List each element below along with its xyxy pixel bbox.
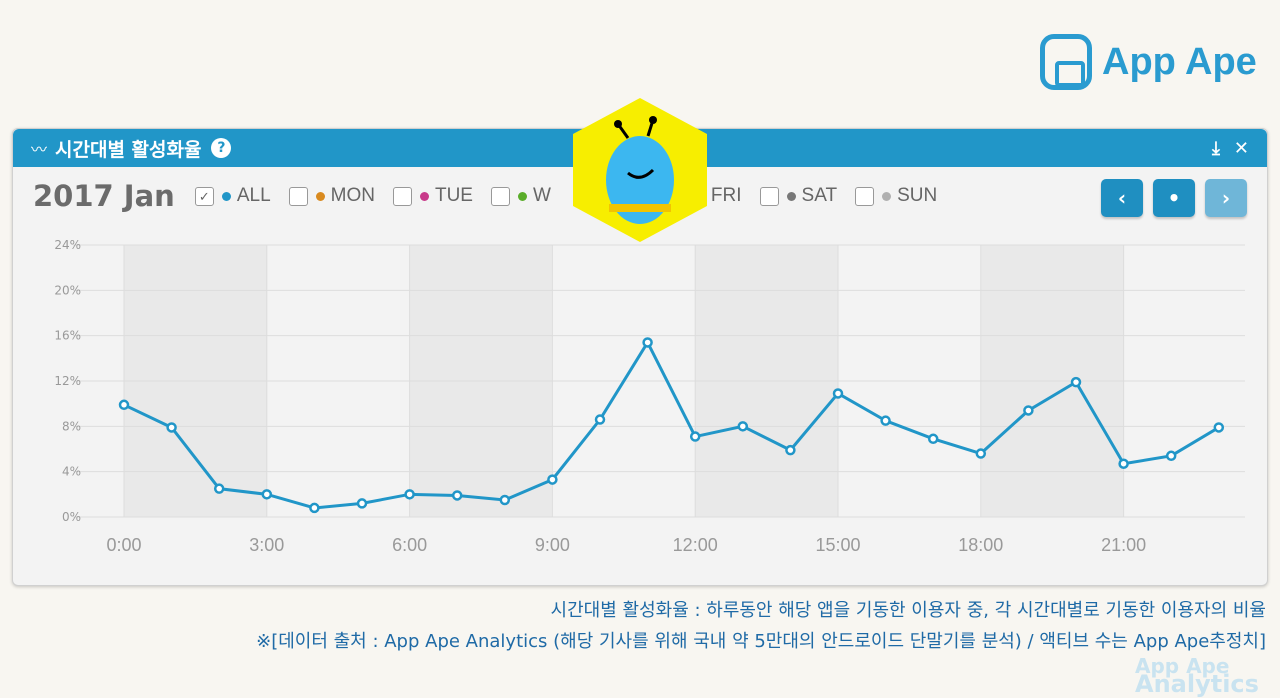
y-tick-label: 4% [62, 465, 81, 479]
caption-definition: 시간대별 활성화율 : 하루동안 해당 앱을 기동한 이용자 중, 각 시간대별… [550, 600, 1266, 621]
x-tick-label: 21:00 [1101, 535, 1146, 555]
x-tick-label: 3:00 [249, 535, 284, 555]
legend-checkbox[interactable]: ✓ [194, 186, 214, 206]
data-point [309, 502, 320, 514]
data-point [1118, 458, 1129, 469]
legend-item-sun[interactable]: SUN [855, 185, 937, 207]
legend-label: MON [330, 185, 375, 206]
legend-label: TUE [434, 185, 473, 206]
data-point [1213, 422, 1225, 433]
y-tick-label: 0% [62, 510, 81, 524]
data-point [213, 483, 225, 494]
close-icon[interactable]: ✕ [1233, 137, 1249, 159]
legend-item-sat[interactable]: SAT [759, 185, 838, 207]
x-tick-label: 18:00 [958, 535, 1003, 555]
legend-label: FRI [710, 185, 742, 206]
legend-label: SUN [897, 185, 938, 206]
x-tick-label: 9:00 [535, 535, 570, 555]
data-point [975, 448, 987, 459]
data-point [356, 498, 368, 509]
bee-mascot-icon [573, 98, 707, 242]
y-tick-label: 20% [54, 283, 81, 297]
data-point [785, 444, 796, 456]
legend-checkbox[interactable] [759, 186, 779, 206]
x-tick-label: 0:00 [106, 535, 141, 555]
legend-dot-icon [315, 191, 325, 201]
prev-button[interactable]: ‹ [1101, 179, 1143, 217]
legend-item-w[interactable]: W [490, 185, 551, 207]
legend-label: W [532, 185, 551, 206]
data-point [832, 388, 844, 399]
legend-dot-icon [419, 191, 429, 201]
x-tick-label: 6:00 [392, 535, 427, 555]
data-point [1023, 405, 1034, 416]
legend-checkbox[interactable] [855, 186, 875, 206]
data-point [880, 415, 891, 426]
data-point [594, 414, 606, 425]
data-point [927, 433, 939, 445]
legend-item-tue[interactable]: TUE [392, 185, 473, 207]
data-point [689, 431, 701, 442]
data-point [261, 489, 273, 500]
legend-label: SAT [801, 185, 838, 206]
legend-dot-icon [517, 191, 527, 201]
legend-dot-icon [221, 191, 231, 201]
legend-dot-icon [882, 191, 892, 201]
ape-logo-icon [1040, 34, 1092, 90]
brand-name: App Ape [1102, 40, 1257, 83]
legend-dot-icon [786, 191, 796, 201]
month-label: 2017 Jan [33, 179, 175, 213]
x-tick-label: 12:00 [673, 535, 718, 555]
data-point [451, 490, 463, 501]
y-tick-label: 12% [54, 374, 81, 388]
data-point [118, 399, 130, 411]
legend-checkbox[interactable] [392, 186, 412, 206]
data-point [404, 489, 415, 500]
line-chart-icon: 〰 [31, 140, 48, 159]
app-ape-logo: App Ape [1040, 34, 1257, 90]
y-tick-label: 8% [62, 419, 81, 433]
y-tick-label: 16% [54, 329, 81, 343]
series-line [123, 339, 1220, 510]
legend-item-mon[interactable]: MON [288, 185, 375, 207]
panel-title: 시간대별 활성화율 [55, 138, 202, 161]
legend-item-all[interactable]: ✓ ALL [194, 185, 271, 207]
legend-checkbox[interactable] [288, 186, 308, 206]
data-point [547, 474, 558, 485]
caption-source: ※[데이터 출처 : App Ape Analytics (해당 기사를 위해 … [256, 631, 1266, 652]
data-point [737, 421, 749, 432]
x-tick-label: 15:00 [815, 535, 860, 555]
help-icon[interactable]: ? [211, 138, 232, 158]
legend-checkbox[interactable] [490, 186, 510, 206]
y-tick-label: 24% [54, 238, 81, 252]
data-point [499, 494, 511, 506]
data-point [1165, 450, 1177, 462]
line-chart: 0% 4% 8% 12% 16% 20% 24% 0:00 3:00 6:00 9:00 12:00 1… [54, 238, 1245, 555]
current-button[interactable]: • [1153, 179, 1195, 217]
data-point [166, 422, 177, 433]
next-button[interactable]: › [1205, 179, 1247, 217]
data-point [642, 337, 653, 348]
watermark: App Ape Analytics [1099, 654, 1259, 698]
download-icon[interactable]: ⤓ [1211, 137, 1220, 159]
watermark-line1: App Ape [1135, 654, 1230, 678]
legend-label: ALL [236, 185, 271, 206]
data-point [1070, 376, 1082, 388]
watermark-line2: Analytics [1135, 670, 1259, 698]
